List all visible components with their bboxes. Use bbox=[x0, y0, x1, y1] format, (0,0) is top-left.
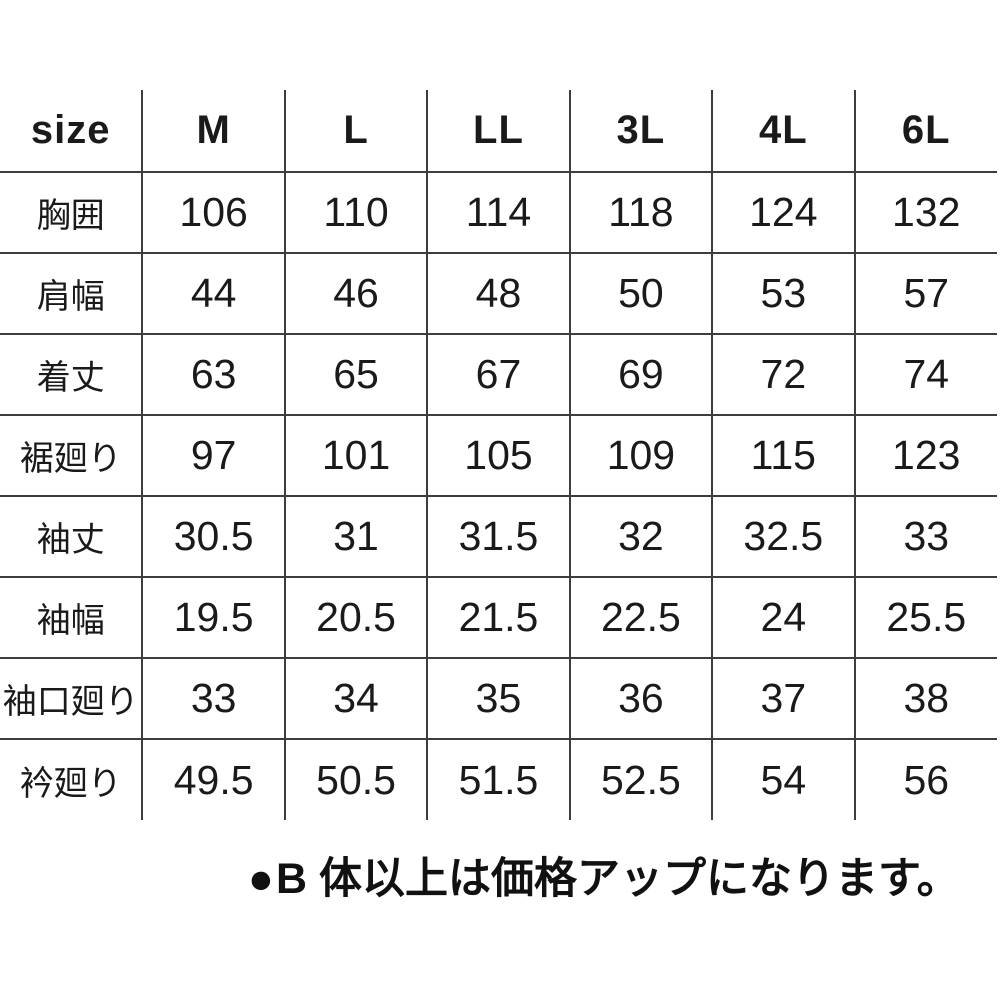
value-cell: 20.5 bbox=[283, 576, 429, 659]
value-cell: 101 bbox=[283, 414, 429, 497]
footnote: ●B 体以上は価格アップになります。 bbox=[248, 850, 988, 908]
value-cell: 21.5 bbox=[426, 576, 571, 659]
value-cell: 46 bbox=[283, 252, 429, 335]
value-cell: 34 bbox=[283, 657, 429, 740]
row-label: 衿廻り bbox=[0, 738, 144, 821]
value-cell: 38 bbox=[853, 657, 999, 740]
row-label: 裾廻り bbox=[0, 414, 144, 497]
header-cell-size: size bbox=[0, 89, 144, 173]
value-cell: 30.5 bbox=[141, 495, 286, 578]
table-row-body-length: 着丈 63 65 67 69 72 74 bbox=[0, 333, 999, 416]
value-cell: 124 bbox=[711, 171, 856, 254]
value-cell: 51.5 bbox=[426, 738, 571, 821]
value-cell: 25.5 bbox=[853, 576, 999, 659]
table-row-cuff: 袖口廻り 33 34 35 36 37 38 bbox=[0, 657, 999, 740]
header-cell-6l: 6L bbox=[853, 89, 999, 173]
value-cell: 106 bbox=[141, 171, 286, 254]
value-cell: 56 bbox=[853, 738, 999, 821]
value-cell: 32 bbox=[568, 495, 714, 578]
value-cell: 110 bbox=[283, 171, 429, 254]
size-table: size M L LL 3L 4L 6L 胸囲 106 110 114 118 … bbox=[0, 89, 999, 821]
header-cell-4l: 4L bbox=[711, 89, 856, 173]
value-cell: 22.5 bbox=[568, 576, 714, 659]
value-cell: 19.5 bbox=[141, 576, 286, 659]
value-cell: 31 bbox=[283, 495, 429, 578]
value-cell: 123 bbox=[853, 414, 999, 497]
row-label: 袖幅 bbox=[0, 576, 144, 659]
value-cell: 57 bbox=[853, 252, 999, 335]
value-cell: 44 bbox=[141, 252, 286, 335]
value-cell: 31.5 bbox=[426, 495, 571, 578]
table-row-shoulder: 肩幅 44 46 48 50 53 57 bbox=[0, 252, 999, 335]
value-cell: 118 bbox=[568, 171, 714, 254]
value-cell: 33 bbox=[141, 657, 286, 740]
value-cell: 72 bbox=[711, 333, 856, 416]
value-cell: 36 bbox=[568, 657, 714, 740]
value-cell: 48 bbox=[426, 252, 571, 335]
table-row-sleeve-length: 袖丈 30.5 31 31.5 32 32.5 33 bbox=[0, 495, 999, 578]
value-cell: 33 bbox=[853, 495, 999, 578]
header-cell-3l: 3L bbox=[568, 89, 714, 173]
value-cell: 37 bbox=[711, 657, 856, 740]
value-cell: 105 bbox=[426, 414, 571, 497]
value-cell: 132 bbox=[853, 171, 999, 254]
row-label: 胸囲 bbox=[0, 171, 144, 254]
bullet-icon: ● bbox=[248, 855, 274, 903]
table-row-sleeve-width: 袖幅 19.5 20.5 21.5 22.5 24 25.5 bbox=[0, 576, 999, 659]
value-cell: 109 bbox=[568, 414, 714, 497]
value-cell: 114 bbox=[426, 171, 571, 254]
row-label: 肩幅 bbox=[0, 252, 144, 335]
header-cell-l: L bbox=[283, 89, 429, 173]
row-label: 着丈 bbox=[0, 333, 144, 416]
value-cell: 32.5 bbox=[711, 495, 856, 578]
value-cell: 52.5 bbox=[568, 738, 714, 821]
table-row-hem: 裾廻り 97 101 105 109 115 123 bbox=[0, 414, 999, 497]
value-cell: 65 bbox=[283, 333, 429, 416]
header-cell-ll: LL bbox=[426, 89, 571, 173]
value-cell: 49.5 bbox=[141, 738, 286, 821]
value-cell: 53 bbox=[711, 252, 856, 335]
value-cell: 35 bbox=[426, 657, 571, 740]
value-cell: 63 bbox=[141, 333, 286, 416]
header-row: size M L LL 3L 4L 6L bbox=[0, 89, 999, 173]
value-cell: 24 bbox=[711, 576, 856, 659]
table-row-chest: 胸囲 106 110 114 118 124 132 bbox=[0, 171, 999, 254]
value-cell: 50.5 bbox=[283, 738, 429, 821]
value-cell: 97 bbox=[141, 414, 286, 497]
value-cell: 50 bbox=[568, 252, 714, 335]
value-cell: 115 bbox=[711, 414, 856, 497]
table-row-collar: 衿廻り 49.5 50.5 51.5 52.5 54 56 bbox=[0, 738, 999, 821]
value-cell: 54 bbox=[711, 738, 856, 821]
footnote-text: B 体以上は価格アップになります。 bbox=[275, 855, 960, 903]
value-cell: 67 bbox=[426, 333, 571, 416]
row-label: 袖口廻り bbox=[0, 657, 144, 740]
value-cell: 74 bbox=[853, 333, 999, 416]
value-cell: 69 bbox=[568, 333, 714, 416]
header-cell-m: M bbox=[141, 89, 286, 173]
row-label: 袖丈 bbox=[0, 495, 144, 578]
